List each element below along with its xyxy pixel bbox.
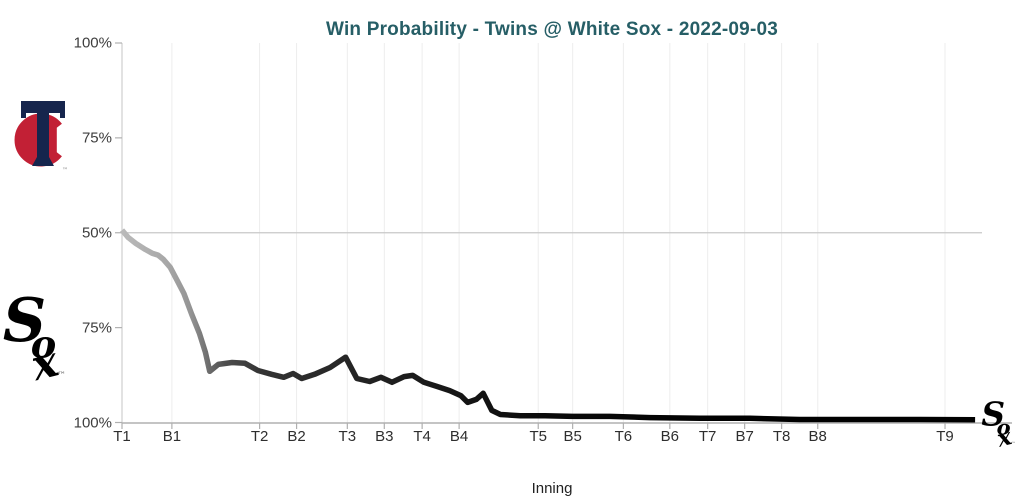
x-axis-tick-label: B8 (808, 428, 827, 445)
x-axis-tick-label: T6 (614, 428, 633, 445)
y-axis-tick-label: 100% (73, 34, 112, 52)
x-axis-tick-label: T2 (250, 428, 269, 445)
x-axis-tick-label: T7 (698, 428, 717, 445)
x-axis-tick-label: B6 (660, 428, 679, 445)
x-axis-tick-label: T5 (529, 428, 547, 445)
svg-text:™: ™ (62, 167, 68, 174)
x-axis-tick-label: B3 (375, 428, 394, 445)
twins-t-letter (21, 101, 65, 166)
x-axis-tick-label: B5 (563, 428, 582, 445)
x-axis-tick-label: B7 (735, 428, 754, 445)
x-axis-tick-label: T3 (338, 428, 357, 445)
x-axis-tick-label: B2 (287, 428, 306, 445)
gridlines (121, 43, 982, 423)
x-axis-tick-label: T9 (936, 428, 954, 445)
y-axis-tick-label: 50% (81, 224, 112, 242)
x-axis-tick-label: T8 (772, 428, 791, 445)
y-axis-tick-label: 75% (81, 319, 112, 337)
x-axis-title: Inning (531, 480, 573, 497)
x-axis-tick-label: B1 (162, 428, 182, 445)
y-axis-tick-label: 100% (73, 414, 112, 431)
x-axis-tick-label: T1 (113, 428, 131, 445)
y-axis-tick-label: 75% (81, 129, 112, 147)
x-axis-tick-label: T4 (413, 428, 431, 445)
twins-logo: ™ (14, 101, 68, 174)
axes (115, 42, 1012, 429)
win-probability-line (119, 228, 976, 423)
x-axis-tick-label: B4 (449, 428, 469, 445)
y-axis-labels: 100% 75% 50% 75% 100% (0, 0, 112, 504)
chart-title: Win Probability - Twins @ White Sox - 20… (325, 19, 779, 40)
